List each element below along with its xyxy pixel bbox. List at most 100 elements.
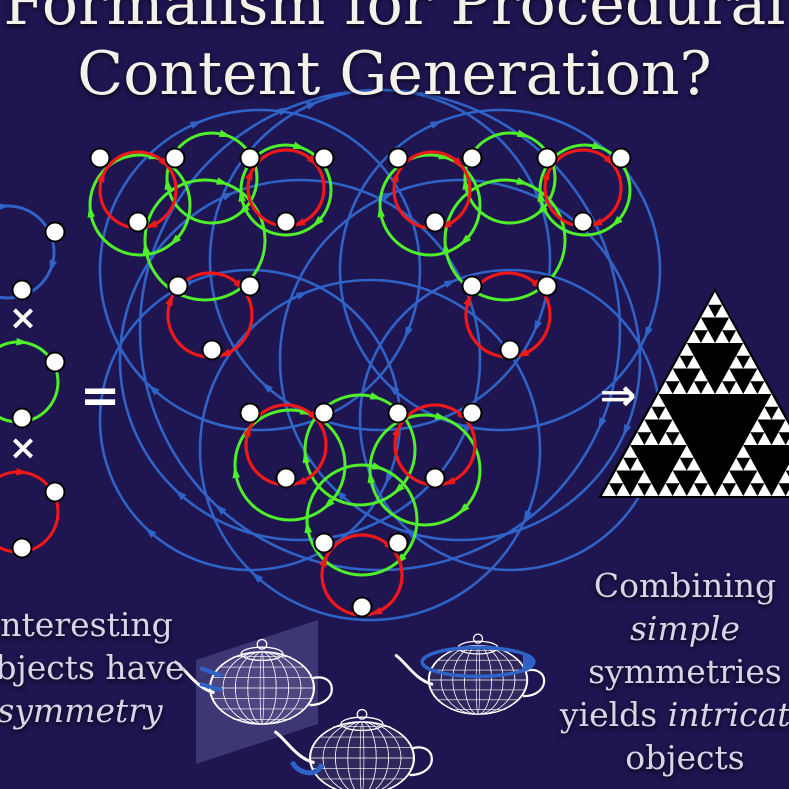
vertex-node	[424, 211, 446, 233]
cycle-arrow	[319, 554, 327, 568]
fractal-cell	[785, 438, 789, 445]
fractal-cell	[658, 432, 673, 445]
implies-operator: ⇒	[599, 370, 637, 421]
cycle-ring	[165, 131, 259, 225]
vertex-node	[313, 147, 335, 169]
reflection-arrow-icon	[199, 666, 223, 692]
cycle-arrow	[293, 476, 307, 485]
generator-cycles	[0, 203, 60, 555]
cycle-arrow	[305, 101, 319, 110]
cycle-ring	[88, 153, 192, 257]
cycle-ring	[368, 413, 482, 527]
vertex-node	[461, 275, 483, 297]
fractal-cell	[665, 470, 680, 484]
vertex-node	[275, 211, 297, 233]
teapot-wireframe-icon	[394, 633, 546, 715]
cycle-arrow	[590, 218, 603, 226]
fractal-cell	[743, 483, 758, 496]
cycle-arrow	[302, 450, 310, 464]
fractal-cell	[707, 292, 723, 305]
fractal-cell	[616, 483, 631, 496]
fractal-cell	[665, 419, 680, 433]
fractal-cell	[672, 457, 687, 471]
fractal-cell	[686, 330, 701, 343]
vertex-node	[239, 402, 261, 424]
vertex-node	[351, 596, 373, 618]
fractal-cell	[778, 470, 789, 484]
vertex-node	[610, 147, 632, 169]
cycle-arrow	[623, 423, 632, 437]
vertex-node	[11, 279, 33, 301]
cycle-arrow	[97, 170, 105, 183]
vertex-node	[313, 402, 335, 424]
fractal-cell	[700, 330, 715, 343]
cycle-arrow	[462, 177, 470, 190]
vertex-node	[387, 402, 409, 424]
cycle-arrow	[243, 424, 251, 438]
cycle-arrow	[533, 320, 543, 333]
fractal-cell	[637, 419, 652, 433]
cycle-ring	[198, 278, 542, 622]
cycle-arrow	[611, 216, 623, 228]
cycle-arrow	[377, 205, 385, 218]
vertex-node	[127, 211, 149, 233]
cycle-arrow	[591, 141, 605, 150]
caption-right: Combining simple symmetries yields intri…	[550, 564, 789, 779]
cycle-ring	[303, 393, 417, 507]
caption-right-line-5: objects	[625, 738, 745, 777]
equals-operator: =	[80, 368, 121, 424]
fractal-cell	[736, 445, 751, 458]
vertex-node	[11, 537, 33, 559]
cycle-arrow	[312, 216, 324, 228]
fractal-cell	[757, 406, 772, 420]
fractal-cell	[771, 483, 786, 496]
cycle-arrow	[87, 205, 95, 218]
fractal-cell	[630, 432, 645, 445]
cycle-arrow	[214, 504, 227, 516]
cycle-arrow	[452, 156, 464, 169]
title-line-2: Content Generation?	[77, 39, 712, 109]
cycle-arrow	[232, 465, 240, 479]
green-cycles	[87, 129, 632, 577]
fractal-cell	[729, 330, 744, 343]
cycle-ring	[239, 143, 333, 237]
fractal-cell	[644, 406, 659, 420]
fractal-cell	[722, 470, 737, 484]
caption-right-line-4: yields	[559, 695, 658, 734]
fractal-cell	[715, 330, 730, 343]
fractal-cell	[609, 470, 624, 484]
caption-right-emphasis-intricate: intricate	[667, 695, 789, 734]
cycle-arrow	[218, 348, 232, 357]
cycle-arrow	[391, 170, 399, 183]
fractal-cell	[686, 381, 701, 394]
cycle-arrow	[221, 192, 235, 201]
cycle-arrow	[542, 168, 550, 181]
fractal-cell	[693, 368, 708, 382]
fractal-cell	[616, 457, 631, 471]
caption-left: Interesting objects have symmetry	[0, 603, 200, 732]
fractal-cell	[686, 355, 701, 369]
cycle-arrow	[323, 498, 335, 510]
cycle-arrow	[293, 218, 306, 226]
fractal-cell	[672, 381, 687, 394]
vertex-node	[572, 211, 594, 233]
rotation-arrow-icon	[289, 760, 325, 776]
cycle-arrow	[434, 412, 448, 420]
fractal-cell	[644, 483, 659, 496]
cycle-ring	[463, 131, 557, 225]
cycle-arrow	[392, 424, 400, 438]
cycle-arrow	[251, 572, 264, 583]
fractal-cell	[602, 483, 617, 496]
fractal-cell	[785, 464, 789, 471]
cycle-arrow	[371, 462, 385, 470]
fractal-cell	[693, 317, 708, 331]
fractal-cell	[729, 355, 744, 369]
fractal-cell	[623, 445, 638, 458]
vertex-node	[44, 351, 66, 373]
cycle-arrow	[216, 177, 229, 185]
cycle-arrow	[443, 279, 457, 289]
fractal-cell	[700, 483, 715, 496]
vertex-node	[461, 402, 483, 424]
fractal-cell	[771, 406, 786, 420]
